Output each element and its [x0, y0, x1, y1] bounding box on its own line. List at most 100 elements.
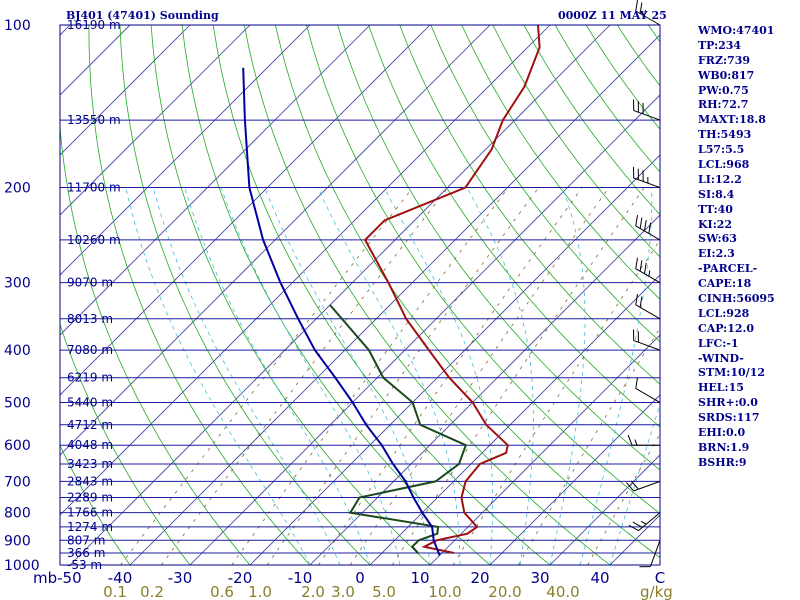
temperature-unit-label: C	[655, 569, 665, 587]
index-item: HEL:15	[698, 381, 744, 395]
mixing-ratio-line	[120, 187, 414, 565]
index-item: SW:63	[698, 232, 737, 246]
wind-barb-flag	[635, 293, 639, 305]
height-label: 9070 m	[67, 276, 113, 290]
index-item: SI:8.4	[698, 187, 735, 201]
isotherm-line	[60, 25, 431, 396]
wind-barb-shaft	[635, 304, 661, 320]
mixing-ratio-label: 40.0	[546, 583, 579, 600]
wind-barb-flag	[627, 434, 633, 446]
wind-barb-flag	[639, 217, 643, 229]
index-item: CAPE:18	[698, 277, 752, 291]
isotherm-line	[60, 25, 251, 216]
height-label: 366 m	[67, 546, 105, 560]
index-item: KI:22	[698, 217, 733, 231]
wind-barb	[627, 434, 660, 446]
wind-barb-flag	[639, 296, 643, 308]
height-label: 13550 m	[67, 113, 121, 127]
wind-barb	[635, 257, 661, 284]
temperature-tick-label: 30	[530, 569, 549, 587]
pressure-tick-label: 500	[4, 395, 31, 411]
parcel-trace	[242, 67, 441, 556]
mixing-ratio-label: 0.1	[103, 583, 127, 600]
index-item: SHR+:0.0	[698, 396, 758, 410]
index-item: BSHR:9	[698, 455, 747, 469]
height-label: 11700 m	[67, 181, 121, 195]
index-item: WMO:47401	[698, 24, 775, 37]
height-label: 1274 m	[67, 520, 113, 534]
height-label: 8013 m	[67, 312, 113, 326]
mixing-ratio-label: 1.0	[248, 583, 272, 600]
index-item: CINH:56095	[698, 292, 775, 306]
wind-barb	[633, 99, 661, 121]
wind-barb-shaft	[633, 177, 661, 189]
temperature-tick-label: 10	[410, 569, 429, 587]
wind-barb	[635, 214, 661, 241]
pressure-tick-label: 300	[4, 276, 31, 292]
wind-barb-flag	[632, 521, 643, 528]
index-item: FRZ:739	[698, 53, 751, 67]
temperature-tick-label: 40	[590, 569, 609, 587]
height-label: 2843 m	[67, 474, 113, 488]
wind-barb-half-flag	[648, 270, 651, 277]
isotherm-line	[60, 25, 191, 156]
temperature-tick-label: -40	[108, 569, 133, 587]
background-grid	[60, 25, 660, 565]
mixing-ratio-label: 0.6	[210, 583, 234, 600]
wind-barb-flag	[630, 480, 639, 490]
wind-barb-shaft	[649, 540, 661, 567]
isotherm-line	[189, 94, 660, 565]
pressure-tick-label: 200	[4, 181, 31, 197]
wind-barb	[639, 540, 661, 568]
index-item: -WIND-	[698, 351, 744, 365]
valid-time: 0000Z 11 MAY 25	[558, 9, 667, 22]
wind-barb	[635, 293, 661, 320]
wind-barb-flag	[635, 214, 639, 226]
index-item: MAXT:18.8	[698, 113, 766, 127]
moist-adiabat-line	[609, 403, 660, 565]
index-item: L57:5.5	[698, 143, 745, 157]
isotherm-line	[429, 334, 660, 565]
height-label: 4048 m	[67, 438, 113, 452]
wind-barb-shaft	[635, 388, 661, 403]
isobar-lines	[60, 24, 660, 566]
isotherm-line	[549, 454, 660, 565]
wind-barb-flag	[635, 257, 639, 269]
pressure-tick-label: 100	[4, 18, 31, 34]
wind-barb	[626, 480, 661, 492]
dry-adiabat-line	[88, 25, 311, 565]
index-item: TP:234	[698, 38, 742, 52]
pressure-tick-label: 600	[4, 438, 31, 454]
index-item: LI:12.2	[698, 172, 742, 186]
index-item: LCL:968	[698, 158, 750, 172]
mixing-ratio-line	[391, 187, 645, 565]
pressure-tick-label: 1000	[4, 558, 40, 574]
index-item: -PARCEL-	[698, 262, 758, 276]
wind-barb-flag	[635, 377, 639, 389]
temperature-tick-label: -20	[228, 569, 253, 587]
isotherm-line	[69, 25, 611, 565]
mixing-ratio-label: 10.0	[428, 583, 461, 600]
wind-barb-flag	[628, 524, 639, 532]
wind-barb	[635, 0, 661, 26]
dry-adiabat-line	[212, 25, 551, 565]
isotherm-line	[249, 154, 660, 565]
mixing-ratio-line	[231, 187, 509, 565]
mixing-ratio-line	[349, 187, 610, 565]
isotherm-line	[489, 394, 660, 565]
index-item: LCL:928	[698, 306, 750, 320]
isotherm-line	[60, 25, 551, 516]
wind-barb-flag	[639, 260, 643, 272]
height-label: 2289 m	[67, 491, 113, 505]
wind-barb-shaft	[633, 110, 661, 121]
index-item: STM:10/12	[698, 366, 765, 380]
mixing-ratio-line	[452, 239, 660, 565]
wind-barb-flag	[626, 482, 635, 492]
wind-barb	[633, 329, 661, 351]
wind-barb-half-flag	[643, 10, 646, 17]
temperature-tick-label: mb-50	[33, 569, 82, 587]
wind-barb-flag	[643, 219, 647, 232]
height-label: 10260 m	[67, 233, 121, 247]
mixing-ratio-label: 5.0	[372, 583, 396, 600]
